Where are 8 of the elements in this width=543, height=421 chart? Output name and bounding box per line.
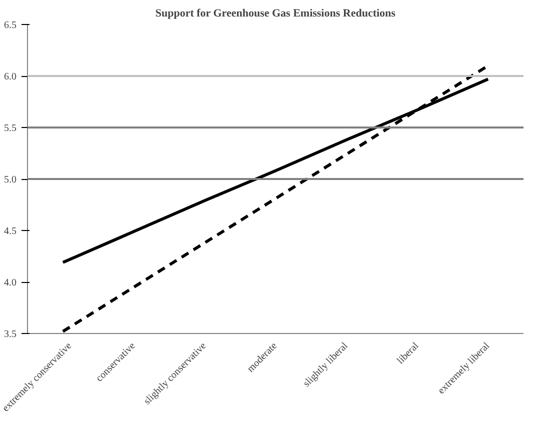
chart-title: Support for Greenhouse Gas Emissions Reductions [155,8,396,20]
y-tick-label: 3.5 [4,329,16,340]
y-tick-label: 4.5 [4,226,16,237]
y-tick-label: 4.0 [4,278,16,288]
y-tick-label: 5.0 [4,174,16,186]
y-tick-label: 6.0 [4,72,16,82]
y-tick-label: 5.5 [4,123,16,134]
y-tick-label: 6.5 [4,20,16,31]
